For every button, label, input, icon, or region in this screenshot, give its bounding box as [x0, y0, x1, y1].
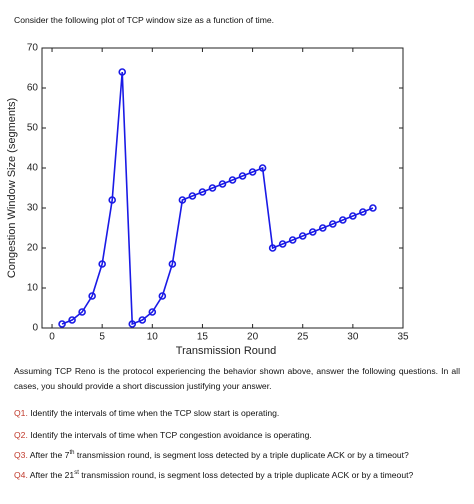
question-label: Q1. [14, 408, 28, 418]
data-point [78, 308, 86, 316]
question: Q4. After the 21st transmission round, i… [14, 470, 413, 480]
data-point [88, 292, 96, 300]
question-label: Q2. [14, 430, 28, 440]
superscript: th [69, 450, 75, 457]
y-axis-label: Congestion Window Size (segments) [6, 98, 18, 278]
data-point [118, 68, 127, 76]
y-tick-label: 60 [27, 83, 39, 94]
y-tick-label: 10 [27, 283, 39, 294]
data-point [158, 292, 167, 300]
data-point [349, 212, 357, 220]
x-tick-label: 10 [147, 332, 159, 343]
y-tick-label: 50 [27, 123, 39, 134]
data-point [128, 320, 137, 328]
data-point [258, 164, 267, 172]
y-tick-label: 30 [27, 203, 39, 214]
plot-frame [41, 47, 404, 329]
question: Q2. Identify the intervals of time when … [14, 430, 312, 440]
data-point [359, 208, 367, 216]
x-tick-label: 35 [397, 332, 409, 343]
question-text: Identify the intervals of time when the … [30, 408, 280, 418]
data-point [298, 232, 307, 240]
y-tick-label: 40 [27, 163, 39, 174]
data-point [188, 192, 197, 200]
data-point [228, 176, 237, 184]
data-point [318, 224, 327, 232]
superscript: st [74, 470, 79, 477]
x-axis-label: Transmission Round [176, 345, 276, 357]
question-label: Q4. [14, 470, 28, 480]
data-line [61, 71, 374, 326]
data-point [329, 220, 337, 228]
data-point [68, 316, 76, 324]
data-point [148, 308, 157, 316]
data-point [288, 236, 297, 244]
data-point [208, 184, 217, 192]
question-text: After the 21 [29, 470, 75, 480]
paragraph: Assuming TCP Reno is the protocol experi… [14, 366, 460, 391]
x-tick-label: 25 [297, 332, 309, 343]
y-tick-label: 0 [32, 323, 38, 334]
y-tick-label: 70 [27, 43, 39, 54]
x-tick-label: 5 [99, 332, 105, 343]
data-point [98, 260, 106, 268]
x-tick-label: 15 [197, 332, 209, 343]
data-point [168, 260, 177, 268]
chart: Transmission Round Congestion Window Siz… [6, 43, 409, 357]
data-point [268, 244, 277, 252]
data-point [339, 216, 347, 224]
x-tick-label: 30 [347, 332, 359, 343]
data-point [108, 196, 116, 204]
x-tick-label: 0 [49, 332, 55, 343]
data-point [218, 180, 227, 188]
question-label: Q3. [14, 450, 28, 460]
data-point [58, 320, 66, 328]
question-text: transmission round, is segment loss dete… [78, 470, 414, 480]
question-text: Identify the intervals of time when TCP … [30, 430, 312, 440]
y-tick-label: 20 [27, 243, 39, 254]
data-point [198, 188, 207, 196]
question-text: After the 7 [29, 450, 70, 460]
question: Q1. Identify the intervals of time when … [14, 408, 279, 418]
data-point [369, 204, 377, 212]
question: Q3. After the 7th transmission round, is… [14, 450, 409, 460]
data-point [238, 172, 247, 180]
data-point [178, 196, 187, 204]
data-point [308, 228, 317, 236]
intro: Consider the following plot of TCP windo… [14, 15, 275, 25]
data-point [138, 316, 147, 324]
data-point [248, 168, 257, 176]
data-point [278, 240, 287, 248]
x-tick-label: 20 [247, 332, 259, 343]
question-text: transmission round, is segment loss dete… [74, 450, 409, 460]
